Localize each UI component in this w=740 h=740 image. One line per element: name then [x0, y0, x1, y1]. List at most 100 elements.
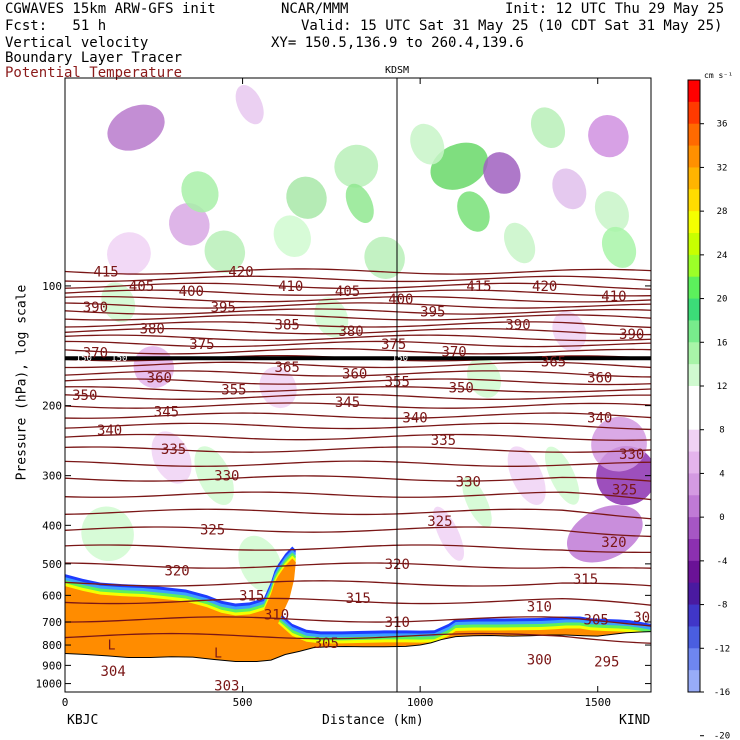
- colorbar-tick-label: -16: [714, 688, 730, 698]
- colorbar-swatch: [688, 211, 700, 234]
- plot-frame: [64, 77, 652, 693]
- isentrope: [65, 334, 651, 342]
- isentrope: [65, 446, 651, 453]
- colorbar-unit: cm s⁻¹: [704, 71, 733, 80]
- header-xy: XY= 150.5,136.9 to 260.4,139.6: [271, 35, 524, 51]
- isentrope-label: 420: [228, 265, 253, 281]
- isentrope-label: 300: [527, 653, 552, 669]
- isentrope-label: 415: [93, 265, 118, 281]
- isentrope-label: 330: [456, 474, 481, 490]
- isentrope-label: 395: [420, 305, 445, 321]
- isentrope-label: 315: [573, 572, 598, 588]
- isentrope-label: 295: [594, 654, 619, 670]
- colorbar-swatch: [688, 582, 700, 606]
- isentrope-label: 360: [587, 371, 612, 387]
- isentrope-label: 390: [83, 300, 108, 316]
- vertical-velocity-cell: [181, 171, 219, 213]
- y-tick-label: 300: [42, 470, 62, 483]
- isentrope-label: 315: [239, 588, 264, 604]
- isentrope-label: 325: [612, 482, 637, 498]
- colorbar-swatch: [688, 342, 700, 365]
- isentrope-label: 325: [200, 523, 225, 539]
- isentrope-label: 310: [264, 607, 289, 623]
- isentrope-label: 365: [275, 360, 300, 376]
- vertical-velocity-cell: [101, 282, 136, 323]
- vertical-velocity-cell: [430, 142, 488, 190]
- isentrope-label: 400: [179, 284, 204, 300]
- isentrope-label: 340: [587, 410, 612, 426]
- isentrope-label: 415: [466, 279, 491, 295]
- isentrope-label: 400: [388, 292, 413, 308]
- isentrope: [65, 370, 651, 378]
- vertical-velocity-cell: [259, 366, 297, 409]
- colorbar-swatch: [688, 451, 700, 474]
- isentrope-label: 380: [140, 322, 165, 338]
- colorbar-swatch: [688, 429, 700, 453]
- isentrope-label: 330: [619, 447, 644, 463]
- vertical-velocity-cell: [457, 191, 490, 232]
- colorbar-tick-label: -8: [717, 601, 728, 611]
- isentrope: [65, 544, 651, 554]
- header-init: Init: 12 UTC Thu 29 May 25: [505, 1, 725, 17]
- isentrope-label: 355: [221, 382, 246, 398]
- isentrope-label: 405: [129, 279, 154, 295]
- vertical-velocity-cell: [410, 123, 445, 165]
- colorbar-swatch: [688, 560, 700, 584]
- low-marker: L: [108, 638, 116, 653]
- vertical-velocity-cell: [552, 311, 587, 352]
- isentrope-label: 390: [619, 327, 644, 343]
- isentrope-label: 420: [532, 279, 557, 295]
- y-tick-label: 100: [42, 280, 62, 293]
- vertical-velocity-cell: [462, 476, 492, 528]
- header-field-3: Potential Temperature: [5, 65, 183, 81]
- vertical-velocity-cell: [204, 230, 246, 273]
- isentrope-label: 320: [601, 535, 626, 551]
- colorbar-tick-label: 36: [717, 120, 728, 130]
- isentrope: [65, 412, 651, 419]
- isentrope: [65, 378, 651, 386]
- colorbar-swatch: [688, 670, 700, 693]
- colorbar-tick-label: -12: [714, 644, 730, 654]
- isentrope: [65, 289, 651, 297]
- vertical-velocity-cell: [364, 236, 405, 279]
- y-axis-title: Pressure (hPa), log scale: [14, 284, 30, 481]
- isentrope: [65, 321, 651, 329]
- isentrope: [65, 580, 651, 587]
- vertical-velocity-cell: [81, 506, 134, 562]
- terrain: [65, 631, 651, 692]
- colorbar-tick-label: 12: [717, 382, 728, 392]
- vertical-velocity-cell: [601, 226, 637, 268]
- isentrope-label: 330: [214, 469, 239, 485]
- x-tick-label: 0: [62, 696, 69, 709]
- isentrope: [65, 433, 651, 441]
- vertical-velocity-cell: [107, 232, 151, 276]
- colorbar-tick-label: 8: [719, 426, 724, 436]
- isentrope-label: 310: [527, 600, 552, 616]
- isentrope-label: 305: [633, 610, 658, 626]
- vertical-velocity-cell: [286, 176, 327, 219]
- isentrope: [65, 302, 651, 309]
- y-tick-label: 900: [42, 659, 62, 672]
- colorbar-swatch: [688, 320, 700, 343]
- header-field-1: Vertical velocity: [5, 35, 149, 51]
- isentrope-label: 320: [164, 564, 189, 580]
- isentrope: [65, 282, 651, 290]
- isentrope-label: 350: [449, 380, 474, 396]
- isentrope: [65, 386, 651, 393]
- colorbar-tick-label: 4: [719, 469, 724, 479]
- isentrope-label: 305: [314, 636, 339, 652]
- isentrope: [65, 268, 651, 275]
- colorbar-swatch: [688, 495, 700, 518]
- isentrope-label: 410: [601, 289, 626, 305]
- y-tick-label: 700: [42, 616, 62, 629]
- colorbar-tick-label: 28: [717, 207, 728, 217]
- isentrope-label: 305: [584, 612, 609, 628]
- isentrope-label: 303: [214, 678, 239, 694]
- vertical-velocity-cell: [552, 168, 587, 210]
- colorbar-swatch: [688, 189, 700, 212]
- terrain-surface-line: [65, 631, 651, 662]
- isentrope-label: 375: [189, 337, 214, 353]
- isentrope: [65, 340, 651, 348]
- isentrope: [65, 475, 651, 482]
- colorbar-swatch: [688, 473, 700, 496]
